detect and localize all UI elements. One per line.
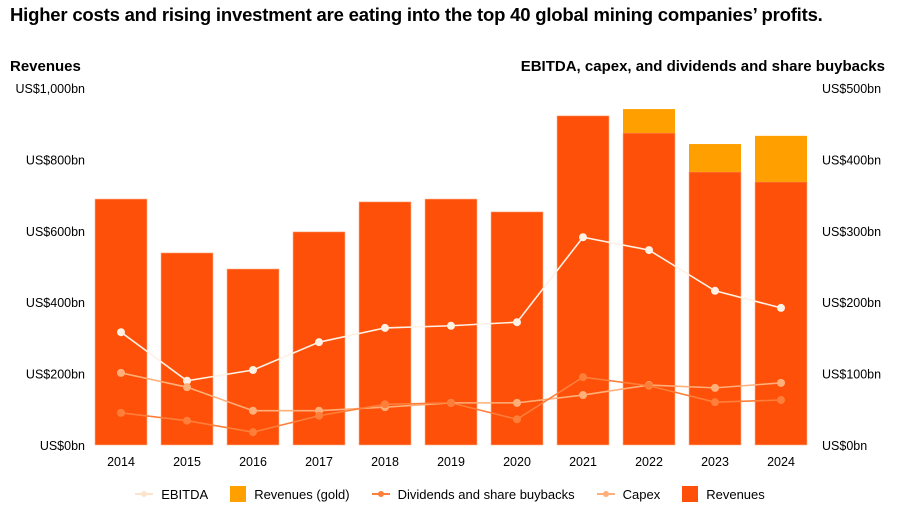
- x-tick-label: 2016: [239, 455, 267, 469]
- point-capex: [117, 368, 125, 377]
- left-axis-title: Revenues: [10, 58, 81, 75]
- legend-label: Revenues: [706, 486, 765, 502]
- bar-revenues-gold: [623, 109, 675, 133]
- left-tick-label: US$600bn: [26, 225, 85, 239]
- point-capex: [777, 378, 785, 387]
- x-tick-label: 2021: [569, 455, 597, 469]
- point-ebitda: [645, 246, 653, 255]
- point-ebitda: [513, 318, 521, 327]
- x-tick-label: 2014: [107, 455, 135, 469]
- point-dividends-and-share-buybacks: [381, 400, 389, 409]
- bar-revenues: [490, 211, 544, 446]
- ebitda-line-swatch: [135, 491, 154, 497]
- x-tick-label: 2015: [173, 455, 201, 469]
- left-tick-label: US$400bn: [26, 296, 85, 310]
- legend-label: Dividends and share buybacks: [397, 486, 575, 502]
- point-capex: [249, 406, 257, 415]
- revenues-swatch: [682, 486, 699, 502]
- x-tick-label: 2022: [635, 455, 663, 469]
- point-ebitda: [249, 366, 257, 375]
- right-tick-label: US$400bn: [822, 153, 881, 167]
- right-tick-label: US$0bn: [822, 439, 867, 453]
- x-tick-label: 2018: [371, 455, 399, 469]
- legend-label: EBITDA: [161, 486, 209, 502]
- point-ebitda: [117, 328, 125, 337]
- point-capex: [579, 391, 587, 400]
- point-ebitda: [381, 323, 389, 332]
- capex-line-swatch: [596, 491, 615, 497]
- x-tick-label: 2020: [503, 455, 531, 469]
- x-tick-label: 2024: [767, 455, 795, 469]
- point-dividends-and-share-buybacks: [249, 428, 257, 437]
- point-dividends-and-share-buybacks: [315, 411, 323, 420]
- right-tick-label: US$200bn: [822, 296, 881, 310]
- right-tick-label: US$300bn: [822, 225, 881, 239]
- bar-revenues: [226, 268, 280, 446]
- point-dividends-and-share-buybacks: [513, 415, 521, 424]
- right-axis-title: EBITDA, capex, and dividends and share b…: [520, 58, 885, 75]
- point-dividends-and-share-buybacks: [183, 416, 191, 425]
- bar-revenues: [622, 132, 676, 446]
- point-dividends-and-share-buybacks: [117, 408, 125, 417]
- point-ebitda: [711, 286, 719, 295]
- legend: EBITDA Revenues (gold) Dividends and sha…: [0, 486, 900, 502]
- legend-item-gold: Revenues (gold): [230, 486, 350, 502]
- chart-title: Higher costs and rising investment are e…: [10, 4, 823, 25]
- bar-revenues: [754, 181, 808, 446]
- bar-revenues-gold: [755, 135, 807, 182]
- point-dividends-and-share-buybacks: [645, 381, 653, 390]
- point-capex: [711, 383, 719, 392]
- legend-item-ebitda: EBITDA: [135, 487, 208, 502]
- point-capex: [183, 383, 191, 392]
- point-ebitda: [777, 303, 785, 312]
- legend-label: Capex: [622, 486, 661, 502]
- point-ebitda: [315, 338, 323, 347]
- right-tick-label: US$500bn: [822, 82, 881, 96]
- gold-swatch: [230, 486, 247, 502]
- point-dividends-and-share-buybacks: [579, 373, 587, 382]
- legend-label: Revenues (gold): [254, 486, 350, 502]
- x-tick-label: 2019: [437, 455, 465, 469]
- legend-item-capex: Capex: [596, 486, 661, 502]
- x-tick-label: 2023: [701, 455, 729, 469]
- point-dividends-and-share-buybacks: [711, 398, 719, 407]
- left-tick-label: US$0bn: [40, 439, 85, 453]
- legend-item-dividends: Dividends and share buybacks: [371, 486, 575, 502]
- point-ebitda: [447, 321, 455, 330]
- bar-revenues: [160, 252, 214, 446]
- bar-revenues: [94, 198, 148, 446]
- x-tick-label: 2017: [305, 455, 333, 469]
- dividends-line-swatch: [371, 491, 390, 497]
- bar-revenues-gold: [689, 144, 741, 172]
- left-tick-label: US$800bn: [26, 153, 85, 167]
- point-ebitda: [579, 233, 587, 242]
- bar-revenues: [556, 115, 610, 446]
- legend-item-revenues: Revenues: [682, 486, 765, 502]
- point-capex: [513, 398, 521, 407]
- left-tick-label: US$1,000bn: [15, 82, 85, 96]
- point-dividends-and-share-buybacks: [777, 396, 785, 405]
- left-tick-label: US$200bn: [26, 368, 85, 382]
- point-dividends-and-share-buybacks: [447, 398, 455, 407]
- right-tick-label: US$100bn: [822, 368, 881, 382]
- point-ebitda: [183, 376, 191, 385]
